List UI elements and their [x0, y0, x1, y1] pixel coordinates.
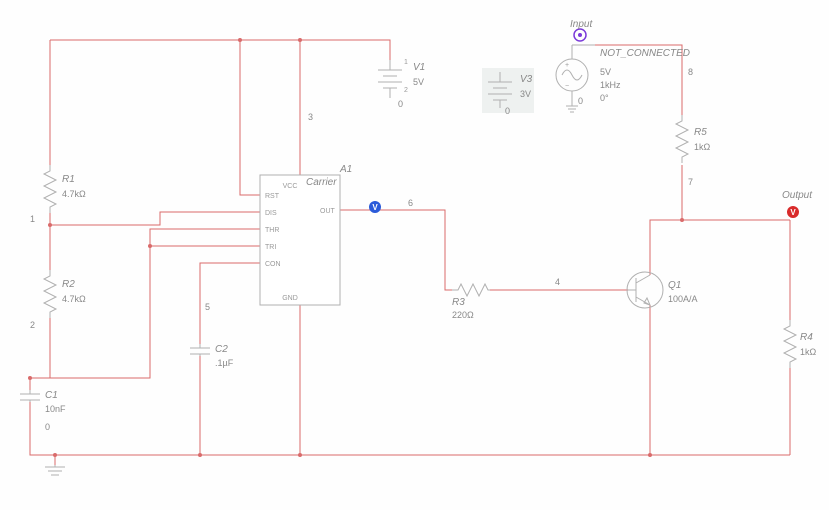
resistor-r5[interactable]: R5 1kΩ: [676, 115, 711, 163]
c1-ref: C1: [45, 390, 58, 401]
probe-output[interactable]: V Output: [782, 190, 813, 218]
resistor-r4[interactable]: R4 1kΩ: [784, 320, 817, 368]
schematic-canvas[interactable]: R1 4.7kΩ R2 4.7kΩ R3 220Ω R4 1kΩ R5 1kΩ …: [0, 0, 829, 510]
r2-val: 4.7kΩ: [62, 294, 86, 304]
svg-text:+: +: [565, 62, 569, 69]
svg-text:THR: THR: [265, 227, 279, 234]
r4-ref: R4: [800, 332, 813, 343]
r1-val: 4.7kΩ: [62, 189, 86, 199]
capacitor-c2[interactable]: C2 .1µF: [190, 344, 234, 368]
r4-val: 1kΩ: [800, 347, 817, 357]
svg-text:RST: RST: [265, 193, 280, 200]
probe-input[interactable]: Input: [570, 19, 593, 41]
q1-val: 100A/A: [668, 294, 698, 304]
ac-val: 5V: [600, 67, 611, 77]
ground-icon: [45, 465, 65, 475]
capacitor-c1[interactable]: C1 10nF: [20, 390, 66, 414]
probe-input-caption: Input: [570, 19, 593, 30]
probe-carrier[interactable]: V: [369, 201, 381, 213]
svg-text:1: 1: [404, 59, 408, 66]
net-labels: 1 2 3 4 5 6 7 8 0 0 0 0: [30, 67, 693, 432]
v3-val: 3V: [520, 89, 531, 99]
svg-text:OUT: OUT: [320, 208, 336, 215]
junction-dots: [28, 38, 684, 457]
svg-text:0: 0: [398, 99, 403, 109]
svg-text:0: 0: [505, 106, 510, 116]
ic-a1[interactable]: A1 Carrier VCC RST DIS THR TRI CON OUT G…: [260, 164, 352, 305]
v1-ref: V1: [413, 62, 425, 73]
r5-ref: R5: [694, 127, 707, 138]
c2-val: .1µF: [215, 358, 234, 368]
r2-ref: R2: [62, 279, 75, 290]
svg-text:6: 6: [408, 198, 413, 208]
ac-label: NOT_CONNECTED: [600, 48, 690, 59]
source-ac[interactable]: + − NOT_CONNECTED 5V 1kHz 0°: [556, 45, 690, 112]
r3-ref: R3: [452, 297, 465, 308]
svg-text:DIS: DIS: [265, 210, 277, 217]
svg-text:3: 3: [308, 112, 313, 122]
svg-text:GND: GND: [282, 295, 298, 302]
resistor-r3[interactable]: R3 220Ω: [452, 284, 490, 320]
svg-text:4: 4: [555, 277, 560, 287]
svg-text:V: V: [372, 203, 378, 212]
r5-val: 1kΩ: [694, 142, 711, 152]
probe-output-caption: Output: [782, 190, 813, 201]
resistor-r1[interactable]: R1 4.7kΩ: [44, 165, 86, 213]
r1-ref: R1: [62, 174, 75, 185]
svg-text:CON: CON: [265, 261, 281, 268]
transistor-q1[interactable]: Q1 100A/A: [627, 272, 698, 308]
svg-text:5: 5: [205, 302, 210, 312]
svg-text:8: 8: [688, 67, 693, 77]
v1-val: 5V: [413, 77, 424, 87]
svg-text:1: 1: [30, 214, 35, 224]
svg-text:0: 0: [578, 96, 583, 106]
svg-text:V: V: [790, 208, 796, 217]
ac-phase: 0°: [600, 93, 609, 103]
c2-ref: C2: [215, 344, 228, 355]
a1-label: Carrier: [306, 177, 337, 188]
a1-ref: A1: [339, 164, 352, 175]
svg-text:7: 7: [688, 177, 693, 187]
svg-text:VCC: VCC: [283, 183, 298, 190]
svg-text:TRI: TRI: [265, 244, 276, 251]
svg-text:2: 2: [404, 87, 408, 94]
ac-freq: 1kHz: [600, 80, 621, 90]
c1-val: 10nF: [45, 404, 66, 414]
svg-text:0: 0: [45, 422, 50, 432]
r3-val: 220Ω: [452, 310, 474, 320]
resistor-r2[interactable]: R2 4.7kΩ: [44, 270, 86, 318]
v3-ref: V3: [520, 74, 533, 85]
q1-ref: Q1: [668, 280, 681, 291]
svg-text:−: −: [565, 83, 569, 90]
wire-net: [30, 40, 790, 465]
svg-text:2: 2: [30, 320, 35, 330]
source-v1[interactable]: V1 5V 1 2: [378, 59, 425, 98]
